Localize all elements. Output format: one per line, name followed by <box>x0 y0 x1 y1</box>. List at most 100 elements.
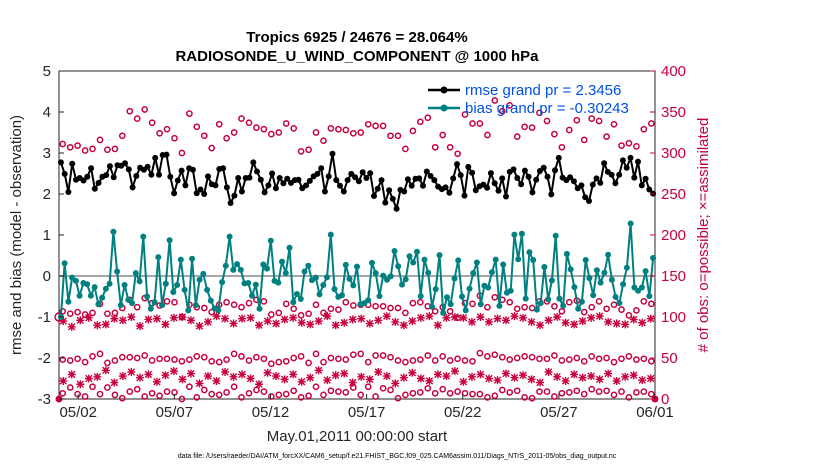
obs-possible-marker <box>424 114 432 122</box>
bias-point <box>275 279 282 286</box>
obs-possible-marker <box>588 385 596 393</box>
obs-assimilated-marker <box>476 313 485 321</box>
rmse-point <box>129 184 136 191</box>
obs-possible-marker <box>506 389 514 396</box>
obs-possible-marker <box>66 357 74 364</box>
obs-possible-marker <box>260 298 268 305</box>
obs-possible-marker <box>476 120 484 127</box>
y-tick-label-left: -1 <box>38 309 51 326</box>
obs-possible-marker <box>171 298 178 306</box>
obs-assimilated-marker <box>101 366 110 375</box>
obs-possible-marker <box>327 125 335 132</box>
bias-point <box>346 275 353 282</box>
obs-possible-marker <box>238 394 245 401</box>
bias-point <box>327 231 334 238</box>
bias-point <box>526 249 533 256</box>
obs-assimilated-marker <box>536 321 545 330</box>
obs-possible-marker <box>528 394 536 402</box>
obs-possible-marker <box>118 394 126 402</box>
rmse-point <box>189 166 196 173</box>
rmse-point <box>533 176 540 183</box>
obs-possible-marker <box>491 97 499 104</box>
obs-possible-marker <box>208 144 216 152</box>
rmse-point <box>57 159 64 166</box>
obs-possible-marker <box>439 385 447 393</box>
obs-assimilated-marker <box>433 321 442 330</box>
bias-point <box>267 237 274 244</box>
obs-possible-marker <box>484 353 491 360</box>
bias-point <box>650 255 657 261</box>
obs-assimilated-marker <box>638 376 647 385</box>
obs-possible-marker <box>647 300 655 308</box>
obs-possible-marker <box>640 298 648 305</box>
obs-assimilated-marker <box>229 319 238 328</box>
obs-possible-marker <box>558 357 566 364</box>
obs-possible-marker <box>171 356 178 363</box>
obs-possible-marker <box>349 302 357 309</box>
bias-point <box>485 284 492 291</box>
obs-assimilated-marker <box>502 316 510 325</box>
rmse-point <box>567 174 574 181</box>
obs-possible-marker <box>439 131 447 139</box>
rmse-point <box>461 192 468 199</box>
obs-possible-marker <box>223 298 230 306</box>
bias-point <box>477 301 484 308</box>
bias-point <box>417 293 424 300</box>
obs-possible-marker <box>89 309 96 317</box>
obs-possible-marker <box>312 350 320 358</box>
obs-possible-marker <box>178 149 186 157</box>
rmse-point <box>427 173 434 179</box>
bias-point <box>447 301 454 308</box>
rmse-point <box>250 159 257 166</box>
bias-point <box>470 270 477 277</box>
obs-assimilated-marker <box>59 317 68 326</box>
obs-assimilated-marker <box>186 369 195 378</box>
obs-possible-marker <box>267 360 275 368</box>
rmse-point <box>333 177 340 184</box>
bias-point <box>511 231 518 238</box>
obs-possible-marker <box>297 312 305 319</box>
obs-assimilated-marker <box>621 372 630 381</box>
obs-assimilated-marker <box>399 373 408 382</box>
obs-assimilated-marker <box>280 315 289 324</box>
bias-point <box>451 275 458 282</box>
rmse-point <box>521 167 528 174</box>
bias-point <box>530 257 537 263</box>
obs-possible-marker <box>282 120 290 127</box>
bias-point <box>387 273 394 280</box>
obs-assimilated-marker <box>178 375 187 384</box>
obs-assimilated-marker <box>374 367 383 376</box>
obs-possible-marker <box>297 353 305 360</box>
obs-assimilated-marker <box>578 317 587 326</box>
obs-possible-marker <box>148 357 156 364</box>
y-tick-label-left: 3 <box>43 145 51 162</box>
bias-point <box>395 263 402 270</box>
bias-point <box>436 252 443 259</box>
rmse-point <box>69 160 76 167</box>
obs-possible-marker <box>409 127 417 135</box>
obs-possible-marker <box>89 145 96 153</box>
obs-possible-marker <box>416 118 424 126</box>
obs-possible-marker <box>193 394 201 401</box>
rmse-point <box>450 175 457 182</box>
rmse-point <box>91 185 98 192</box>
obs-possible-marker <box>104 310 111 318</box>
rmse-point <box>352 174 359 181</box>
bias-point <box>496 302 503 309</box>
rmse-point <box>148 171 155 178</box>
obs-assimilated-marker <box>195 379 204 388</box>
obs-possible-marker <box>148 119 156 127</box>
rmse-point <box>303 182 310 189</box>
bias-point <box>429 303 435 310</box>
bias-point <box>369 259 375 266</box>
rmse-point <box>156 171 162 178</box>
bias-point <box>410 259 417 266</box>
obs-assimilated-marker <box>587 313 596 322</box>
bias-point <box>406 253 413 260</box>
obs-possible-marker <box>521 123 528 131</box>
bias-point <box>151 299 158 306</box>
rmse-point <box>284 175 291 182</box>
obs-possible-marker <box>431 357 439 364</box>
bias-point <box>219 279 226 286</box>
